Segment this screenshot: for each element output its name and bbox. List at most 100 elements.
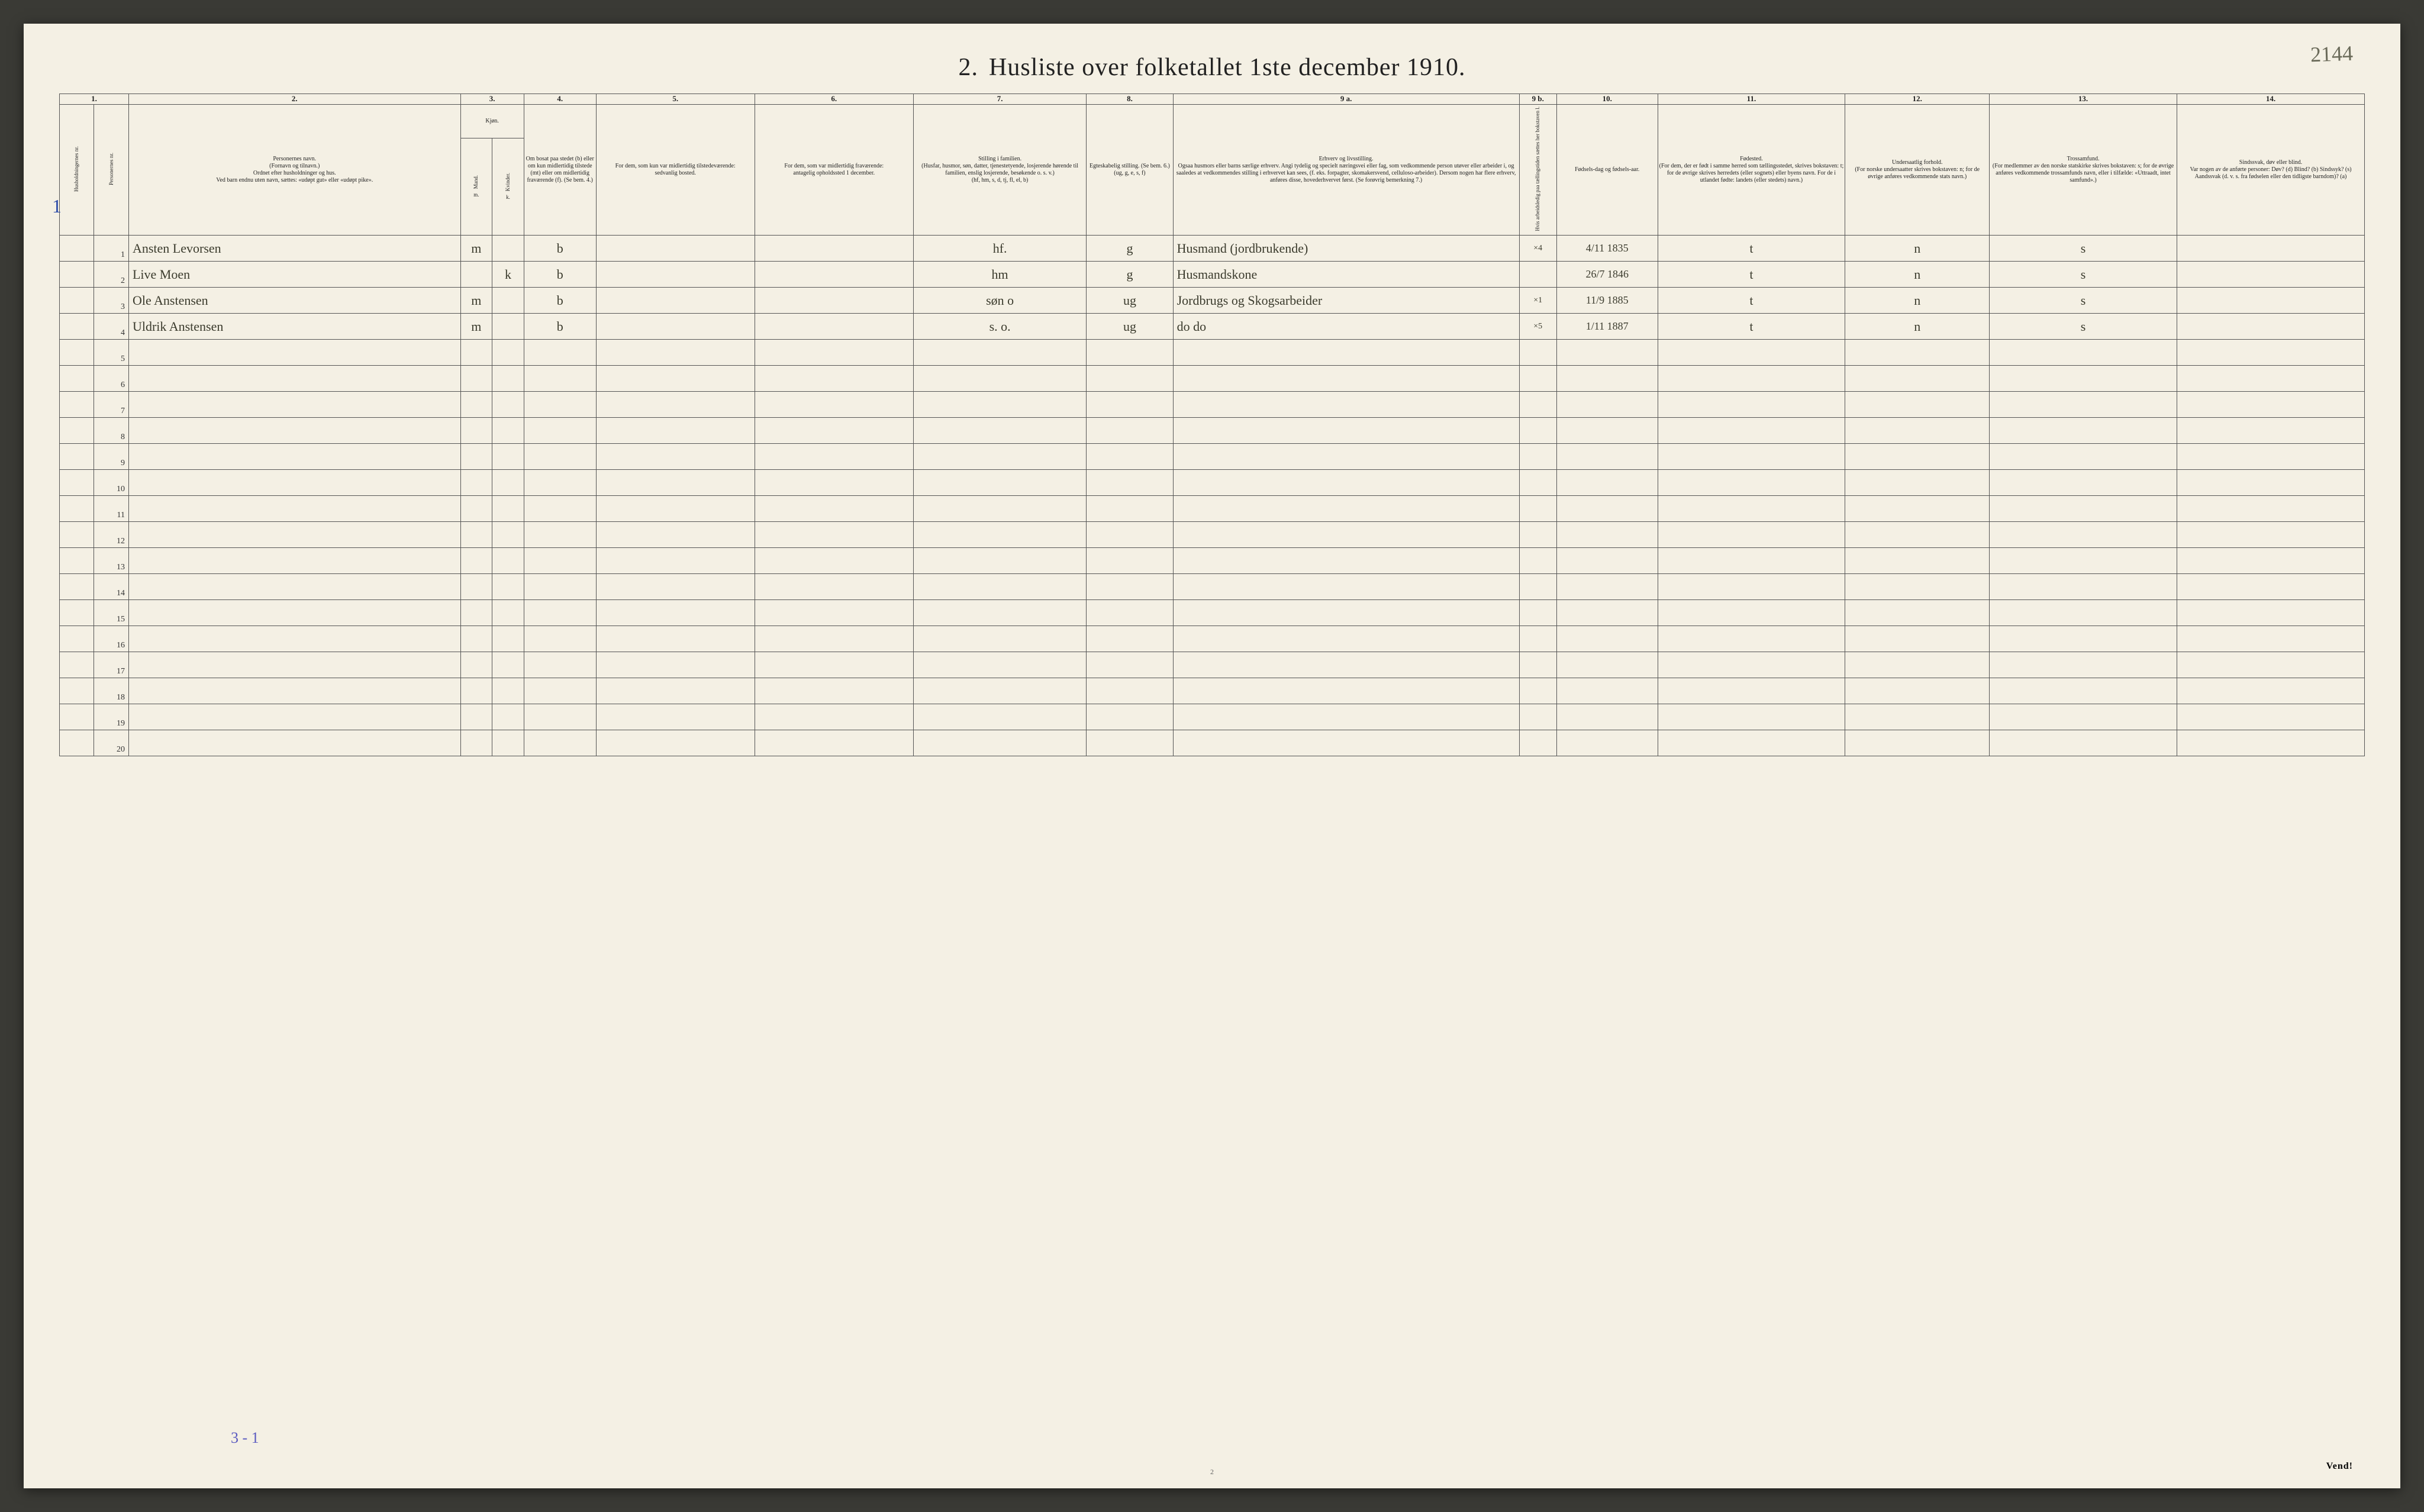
table-row: 19	[60, 704, 2365, 730]
cell-mand	[460, 496, 492, 522]
cell-c11	[1658, 600, 1845, 626]
cell-c9a	[1173, 600, 1519, 626]
cell-c10	[1556, 600, 1658, 626]
cell-c11	[1658, 470, 1845, 496]
cell-bosat	[524, 574, 596, 600]
cell-mand	[460, 418, 492, 444]
cell-bosat	[524, 626, 596, 652]
cell-c10	[1556, 340, 1658, 366]
cell-c7	[913, 574, 1086, 600]
cell-c14	[2177, 340, 2364, 366]
cell-c9b	[1519, 470, 1556, 496]
cell-person-nr: 1	[94, 236, 128, 262]
vend-text: Vend!	[2326, 1461, 2353, 1472]
cell-c9b: ×4	[1519, 236, 1556, 262]
cell-c8	[1087, 652, 1173, 678]
hdr-kvinder: Kvinder.k.	[492, 138, 524, 236]
hdr-tros: Trossamfund. (For medlemmer av den norsk…	[1990, 104, 2177, 235]
table-row: 16	[60, 626, 2365, 652]
cell-hush-nr	[60, 366, 94, 392]
cell-bosat	[524, 418, 596, 444]
cell-c10: 1/11 1887	[1556, 314, 1658, 340]
cell-mand	[460, 470, 492, 496]
cell-bosat	[524, 496, 596, 522]
cell-c13	[1990, 522, 2177, 548]
cell-c5	[596, 444, 755, 470]
hdr-egteskab: Egteskabelig stilling. (Se bem. 6.) (ug,…	[1087, 104, 1173, 235]
cell-person-nr: 10	[94, 470, 128, 496]
cell-c14	[2177, 678, 2364, 704]
cell-kvinde	[492, 288, 524, 314]
cell-kvinde	[492, 548, 524, 574]
hdr-kjon: Kjøn.	[460, 104, 524, 138]
cell-c11	[1658, 340, 1845, 366]
cell-c14	[2177, 548, 2364, 574]
cell-c6	[755, 288, 913, 314]
cell-c6	[755, 262, 913, 288]
cell-bosat	[524, 392, 596, 418]
table-row: 15	[60, 600, 2365, 626]
colnum-1: 1.	[60, 94, 129, 105]
cell-c9a	[1173, 652, 1519, 678]
cell-kvinde	[492, 574, 524, 600]
cell-name	[128, 600, 460, 626]
cell-c9b	[1519, 496, 1556, 522]
cell-c11	[1658, 392, 1845, 418]
cell-c9a	[1173, 626, 1519, 652]
cell-c12: n	[1845, 262, 1990, 288]
cell-c7	[913, 340, 1086, 366]
cell-c8: g	[1087, 236, 1173, 262]
cell-bosat	[524, 652, 596, 678]
cell-c9a	[1173, 574, 1519, 600]
cell-c13	[1990, 496, 2177, 522]
table-row: 17	[60, 652, 2365, 678]
cell-name: Uldrik Anstensen	[128, 314, 460, 340]
cell-name	[128, 392, 460, 418]
cell-person-nr: 8	[94, 418, 128, 444]
cell-c13	[1990, 678, 2177, 704]
cell-c9b	[1519, 340, 1556, 366]
cell-c9b: ×1	[1519, 288, 1556, 314]
cell-c10	[1556, 652, 1658, 678]
page-title: 2.Husliste over folketallet 1ste decembe…	[59, 53, 2365, 82]
cell-c14	[2177, 366, 2364, 392]
cell-c10	[1556, 730, 1658, 756]
hdr-arbeidsledig: Hvis arbeidsledig paa tællingstiden sætt…	[1519, 104, 1556, 235]
cell-c6	[755, 730, 913, 756]
cell-c8	[1087, 704, 1173, 730]
cell-c13	[1990, 704, 2177, 730]
cell-c12	[1845, 626, 1990, 652]
cell-kvinde	[492, 470, 524, 496]
cell-c9b	[1519, 522, 1556, 548]
table-row: 1Ansten Levorsenmbhf.gHusmand (jordbruke…	[60, 236, 2365, 262]
colnum-9b: 9 b.	[1519, 94, 1556, 105]
cell-c6	[755, 236, 913, 262]
cell-c14	[2177, 444, 2364, 470]
cell-mand	[460, 600, 492, 626]
cell-hush-nr	[60, 548, 94, 574]
cell-c5	[596, 626, 755, 652]
cell-c9b: ×5	[1519, 314, 1556, 340]
colnum-8: 8.	[1087, 94, 1173, 105]
cell-c9a	[1173, 548, 1519, 574]
cell-c9b	[1519, 730, 1556, 756]
cell-c10	[1556, 392, 1658, 418]
cell-hush-nr	[60, 236, 94, 262]
table-row: 13	[60, 548, 2365, 574]
cell-kvinde	[492, 730, 524, 756]
cell-mand: m	[460, 288, 492, 314]
cell-person-nr: 6	[94, 366, 128, 392]
cell-person-nr: 15	[94, 600, 128, 626]
cell-c5	[596, 678, 755, 704]
table-row: 6	[60, 366, 2365, 392]
hdr-navn: Personernes navn. (Fornavn og tilnavn.) …	[128, 104, 460, 235]
cell-c9b	[1519, 652, 1556, 678]
cell-c13	[1990, 366, 2177, 392]
cell-c10	[1556, 366, 1658, 392]
cell-kvinde	[492, 444, 524, 470]
cell-c9b	[1519, 574, 1556, 600]
table-row: 18	[60, 678, 2365, 704]
cell-c9a	[1173, 444, 1519, 470]
cell-c9a: Husmand (jordbrukende)	[1173, 236, 1519, 262]
cell-c6	[755, 678, 913, 704]
